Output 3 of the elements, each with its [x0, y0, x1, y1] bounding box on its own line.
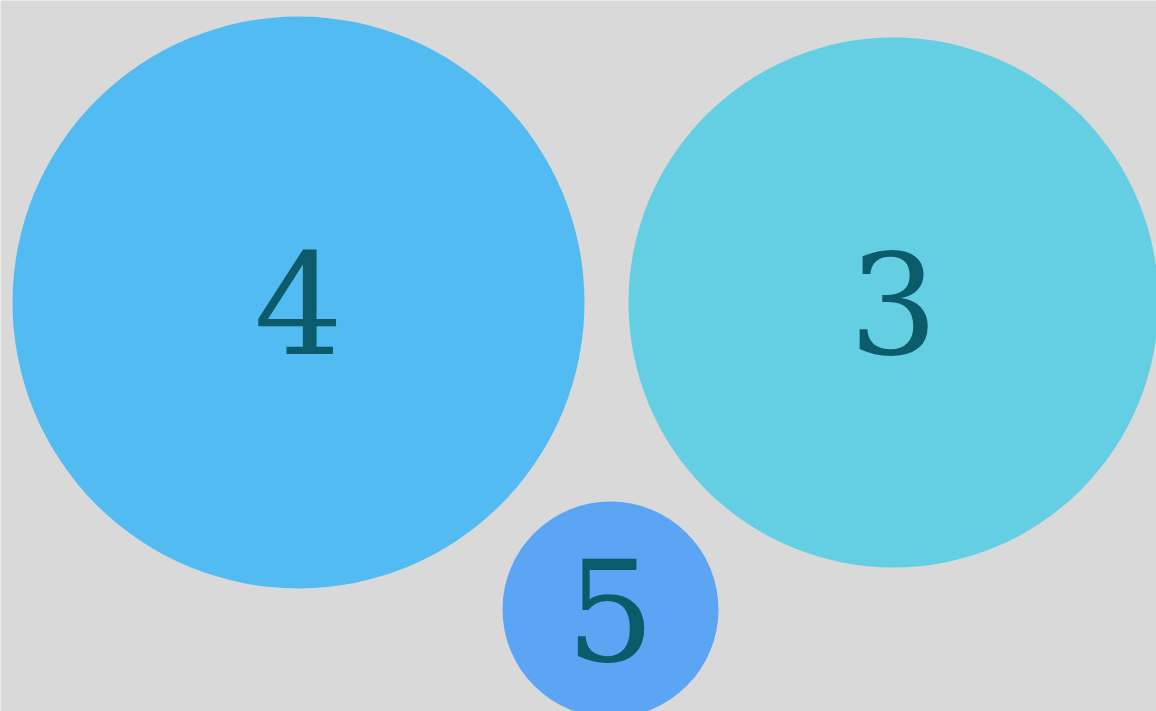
- data-label: 3: [848, 224, 939, 387]
- data-label: 4: [253, 224, 344, 387]
- data-label: 5: [565, 531, 656, 694]
